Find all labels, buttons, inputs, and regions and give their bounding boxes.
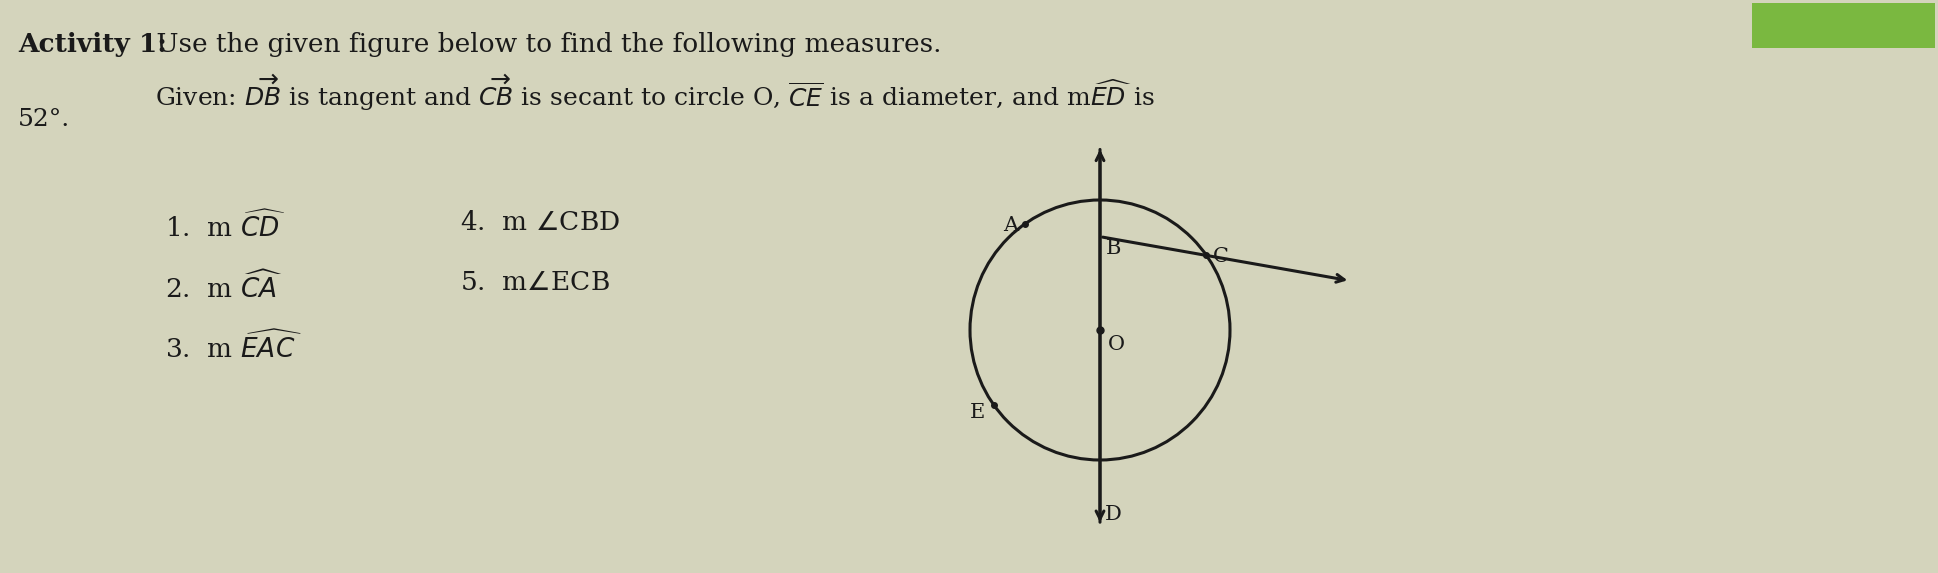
Text: 1.  m $\widehat{CD}$: 1. m $\widehat{CD}$ (165, 210, 285, 242)
Text: C: C (1213, 248, 1229, 266)
Text: A: A (1004, 215, 1019, 234)
Text: D: D (1105, 505, 1122, 524)
Text: O: O (1109, 335, 1124, 354)
Text: 52°.: 52°. (17, 108, 70, 131)
Text: Given: $\overrightarrow{DB}$ is tangent and $\overrightarrow{CB}$ is secant to c: Given: $\overrightarrow{DB}$ is tangent … (155, 72, 1155, 113)
Text: Use the given figure below to find the following measures.: Use the given figure below to find the f… (147, 32, 942, 57)
Text: 5.  m$\angle$ECB: 5. m$\angle$ECB (459, 270, 610, 295)
FancyBboxPatch shape (1752, 3, 1934, 48)
Text: 4.  m $\angle$CBD: 4. m $\angle$CBD (459, 210, 620, 235)
Text: B: B (1107, 239, 1122, 258)
Text: 3.  m $\widehat{EAC}$: 3. m $\widehat{EAC}$ (165, 330, 302, 363)
Text: Activity 1:: Activity 1: (17, 32, 167, 57)
Text: E: E (969, 403, 985, 422)
Text: 2.  m $\widehat{CA}$: 2. m $\widehat{CA}$ (165, 270, 283, 303)
